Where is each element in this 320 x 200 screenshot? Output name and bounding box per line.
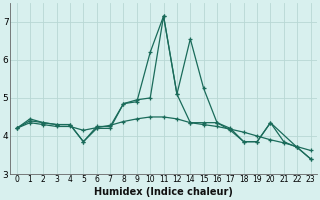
X-axis label: Humidex (Indice chaleur): Humidex (Indice chaleur) [94, 187, 233, 197]
